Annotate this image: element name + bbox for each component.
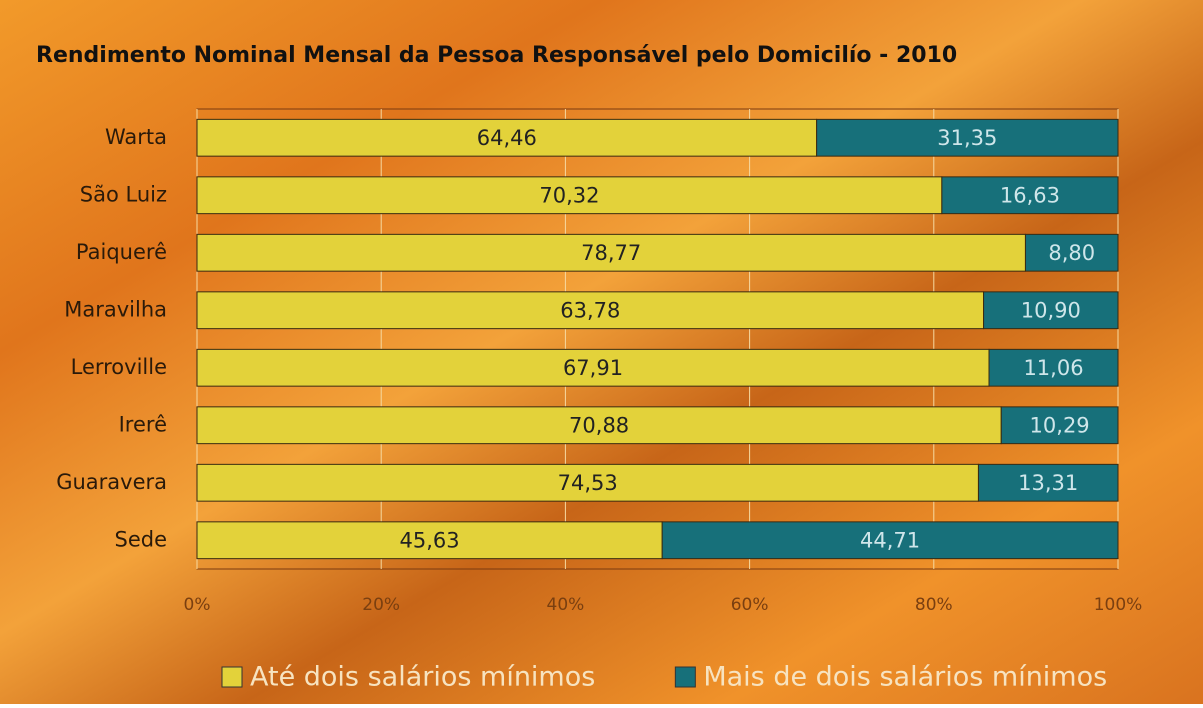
data-label: 11,06 xyxy=(1023,356,1083,380)
bar-segment xyxy=(988,348,1119,387)
x-tick-label: 0% xyxy=(184,595,211,615)
data-label: 70,32 xyxy=(539,183,599,207)
legend-label: Até dois salários mínimos xyxy=(250,662,595,693)
bar-segment xyxy=(941,176,1119,215)
data-label: 63,78 xyxy=(560,298,620,322)
data-label: 8,80 xyxy=(1048,241,1095,265)
bar-segment xyxy=(196,291,985,330)
data-label: 64,46 xyxy=(477,126,537,150)
data-label: 67,91 xyxy=(563,356,623,380)
y-tick-label: Irerê xyxy=(119,412,167,436)
y-tick-label: São Luiz xyxy=(80,182,167,206)
y-tick-label: Paiquerê xyxy=(76,240,167,264)
bar-segment xyxy=(196,406,1002,445)
data-label: 13,31 xyxy=(1018,471,1078,495)
bar-segment xyxy=(196,176,943,215)
x-tick-label: 40% xyxy=(547,595,585,615)
data-label: 44,71 xyxy=(860,528,920,552)
y-tick-label: Lerroville xyxy=(71,355,167,379)
bar-segment xyxy=(196,348,990,387)
data-label: 74,53 xyxy=(558,471,618,495)
data-label: 10,29 xyxy=(1030,413,1090,437)
x-tick-label: 20% xyxy=(362,595,400,615)
data-label: 10,90 xyxy=(1021,298,1081,322)
legend-swatch xyxy=(221,666,243,688)
data-label: 31,35 xyxy=(937,126,997,150)
bar-segment xyxy=(816,118,1119,157)
y-tick-label: Sede xyxy=(115,527,168,551)
data-label: 70,88 xyxy=(569,413,629,437)
legend-label: Mais de dois salários mínimos xyxy=(703,662,1107,693)
y-tick-label: Warta xyxy=(105,125,167,149)
bar-segment xyxy=(196,463,979,502)
y-tick-label: Guaravera xyxy=(56,470,167,494)
bar-segment xyxy=(1000,406,1119,445)
legend-swatch xyxy=(674,666,696,688)
bar-segment xyxy=(983,291,1119,330)
chart-title: Rendimento Nominal Mensal da Pessoa Resp… xyxy=(36,43,957,68)
bar-segment xyxy=(196,233,1026,272)
x-tick-label: 100% xyxy=(1094,595,1143,615)
x-tick-label: 60% xyxy=(731,595,769,615)
bar-segment xyxy=(977,463,1119,502)
data-label: 78,77 xyxy=(581,241,641,265)
data-label: 16,63 xyxy=(1000,183,1060,207)
x-tick-label: 80% xyxy=(915,595,953,615)
bar-segment xyxy=(1024,233,1119,272)
data-label: 45,63 xyxy=(400,528,460,552)
y-tick-label: Maravilha xyxy=(64,297,167,321)
bar-segment xyxy=(661,521,1119,560)
